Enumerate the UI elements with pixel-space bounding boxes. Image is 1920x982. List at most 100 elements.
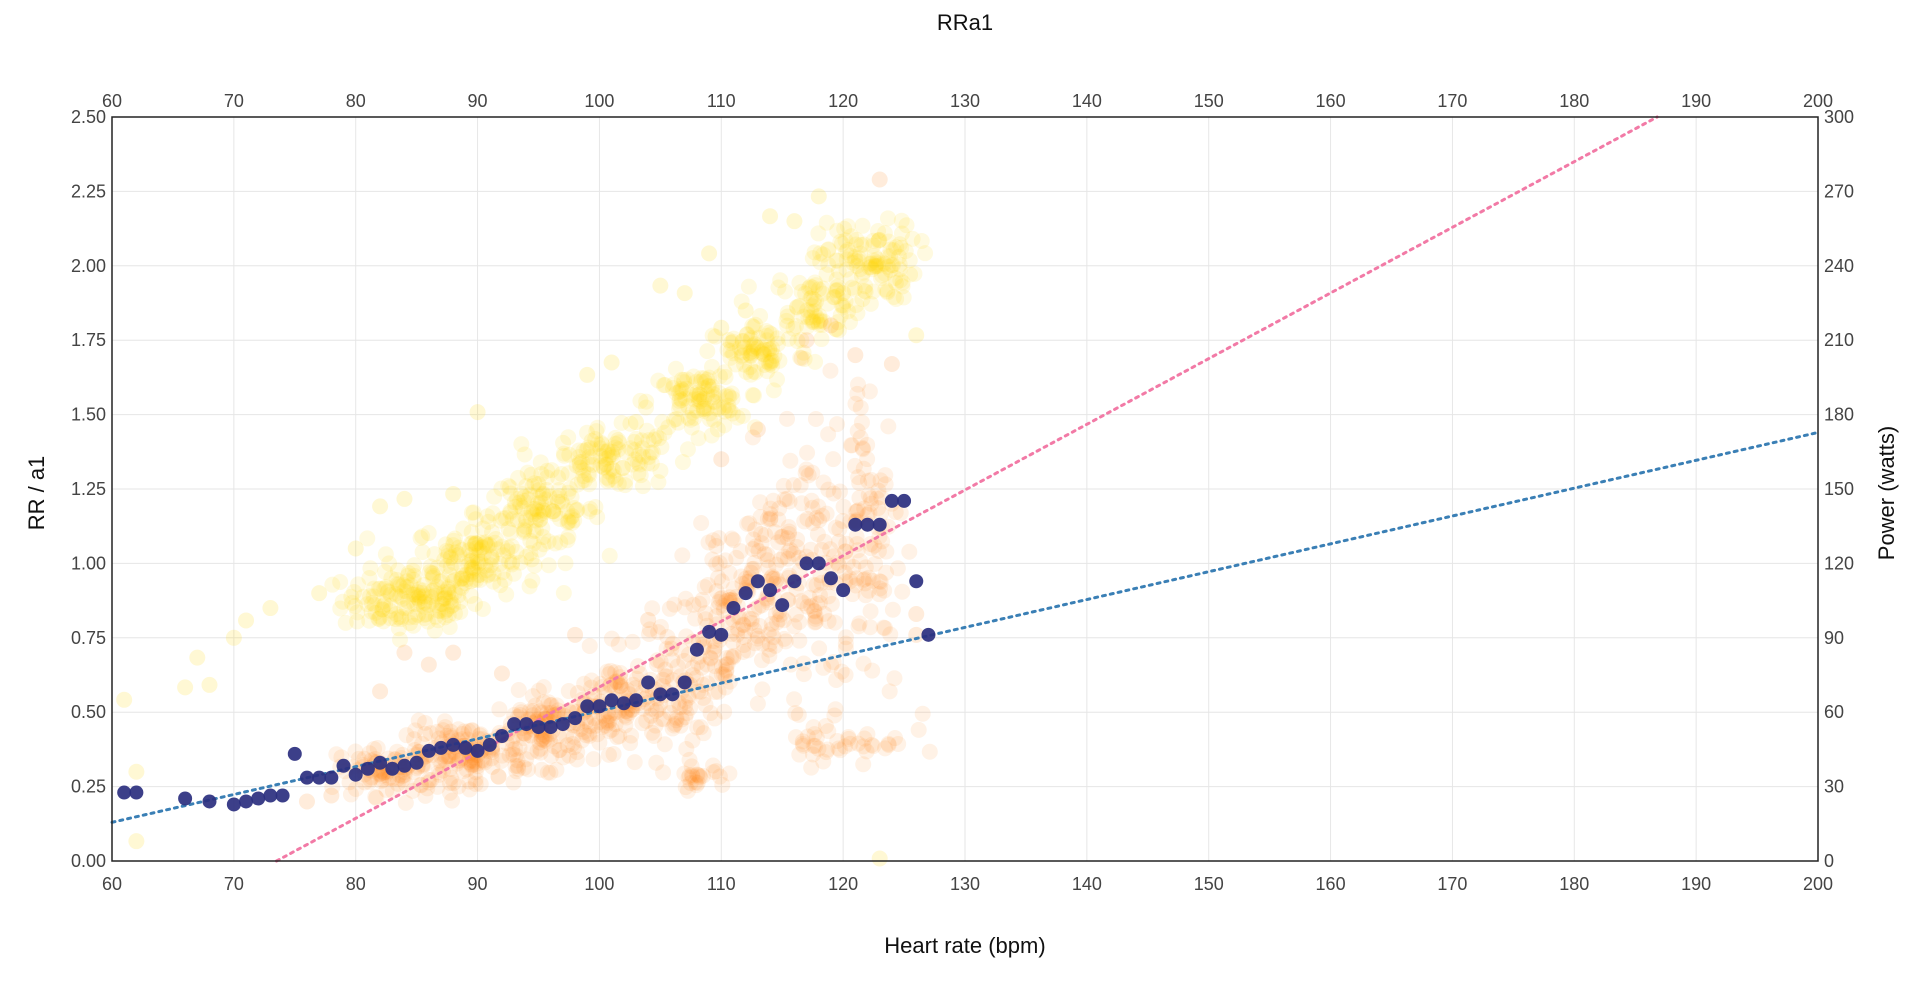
power-point [812,254,829,271]
rr-point [753,652,770,669]
chart-title: RRa1 [937,10,993,35]
power-point [709,421,726,438]
a1-point [409,755,424,770]
power-point [736,356,753,373]
rr-point [608,673,625,690]
rr-point [649,656,666,673]
a1-point [604,693,619,708]
rr-point [837,666,854,683]
rr-point [684,659,701,676]
rr-point [677,709,694,726]
power-point [837,232,854,249]
power-point [695,398,712,415]
power-point [536,502,553,519]
rr-point [616,707,633,724]
power-point [772,272,789,289]
power-point [906,265,923,282]
power-point [525,506,542,523]
rr-point [860,486,877,503]
power-point [446,572,463,589]
power-point [849,258,866,275]
rr-point [471,727,488,744]
power-point [423,564,440,581]
x-top-tick-label: 140 [1072,91,1102,111]
rr-point [404,782,421,799]
rr-point [591,734,608,751]
power-point [592,440,609,457]
rr-point [323,787,340,804]
power-point [569,476,586,493]
rr-point [772,551,789,568]
rr-point [460,754,477,771]
power-point [835,299,852,316]
a1-point [178,791,193,806]
rr-point [718,663,735,680]
rr-point [467,776,484,793]
power-point [464,550,481,567]
rr-point [600,746,617,763]
rr-point [780,519,797,536]
power-point [415,598,432,615]
power-point [442,558,459,575]
power-point [416,595,433,612]
power-point [704,378,721,395]
rr-point [581,637,598,654]
power-point [879,248,896,265]
power-point [810,316,827,333]
power-point [807,277,824,294]
rr-point [490,768,507,785]
power-point [418,606,435,623]
rr-point [706,710,723,727]
power-point [463,546,480,563]
power-point [882,241,899,258]
power-point [810,225,827,242]
power-point [391,578,408,595]
y-tick-label: 0.75 [71,628,106,648]
power-point [674,382,691,399]
power-point [393,611,410,628]
power-point [830,322,847,339]
a1-point [226,797,241,812]
x-tick-label: 190 [1681,874,1711,894]
power-point [852,245,869,262]
power-point [820,241,837,258]
power-point [516,446,533,463]
rr-point [799,598,816,615]
rr-point [641,625,658,642]
power-point [725,345,742,362]
power-point [842,247,859,264]
rr-point [776,491,793,508]
rr-point [745,560,762,577]
power-point [422,588,439,605]
rr-point [416,714,433,731]
rr-point [458,761,475,778]
rr-point [429,723,446,740]
power-point [870,232,887,249]
rr-point [464,722,481,739]
x-top-tick-label: 180 [1559,91,1589,111]
rr-point [673,642,690,659]
power-point [688,373,705,390]
power-point [362,588,379,605]
rr-point [849,423,866,440]
rr-point [781,523,798,540]
power-point [587,431,604,448]
rr-point [650,701,667,718]
power-point [847,236,864,253]
power-point [402,577,419,594]
power-point [507,498,524,515]
power-point [411,593,428,610]
rr-point [664,720,681,737]
power-point [467,511,484,528]
power-point [853,268,870,285]
power-point [527,500,544,517]
power-point [405,562,422,579]
rr-point [710,599,727,616]
power-point [524,478,541,495]
rr-point [796,513,813,530]
power-point [676,374,693,391]
rr-point [777,633,794,650]
power-point [380,583,397,600]
power-point [520,491,537,508]
power-point [540,533,557,550]
